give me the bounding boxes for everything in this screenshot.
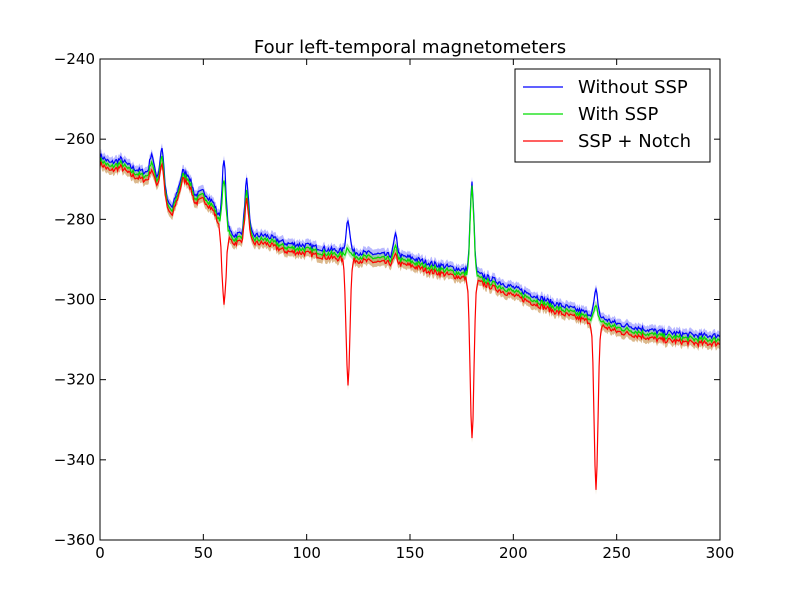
x-tick-label: 100 [292,544,321,562]
series-line-2 [99,161,721,490]
series-line-0 [99,147,721,341]
y-tick-label: −260 [54,130,95,148]
x-tick-label: 0 [95,544,105,562]
y-tick-label: −240 [54,50,95,68]
x-tick-label: 150 [396,544,425,562]
x-tick-label: 50 [194,544,213,562]
x-tick-label: 300 [706,544,735,562]
legend-label: SSP + Notch [578,131,691,152]
legend-label: With SSP [578,104,658,125]
y-tick-label: −360 [54,531,95,549]
legend-label: Without SSP [578,77,688,98]
y-tick-label: −300 [54,291,95,309]
chart-title: Four left-temporal magnetometers [254,37,566,58]
plot-frame [99,58,721,541]
y-tick-label: −340 [54,451,95,469]
x-tick-label: 200 [499,544,528,562]
y-tick-label: −280 [54,210,95,228]
legend: Without SSP With SSP SSP + Notch [514,68,711,163]
series-line-1 [99,155,721,345]
x-tick-label: 250 [602,544,631,562]
legend-box [514,68,711,163]
series-layer [99,147,721,490]
axes-layer: 0 50 100 150 200 250 300 −360 −340 −320 −300 −280 −2… [54,50,735,562]
y-tick-label: −320 [54,371,95,389]
